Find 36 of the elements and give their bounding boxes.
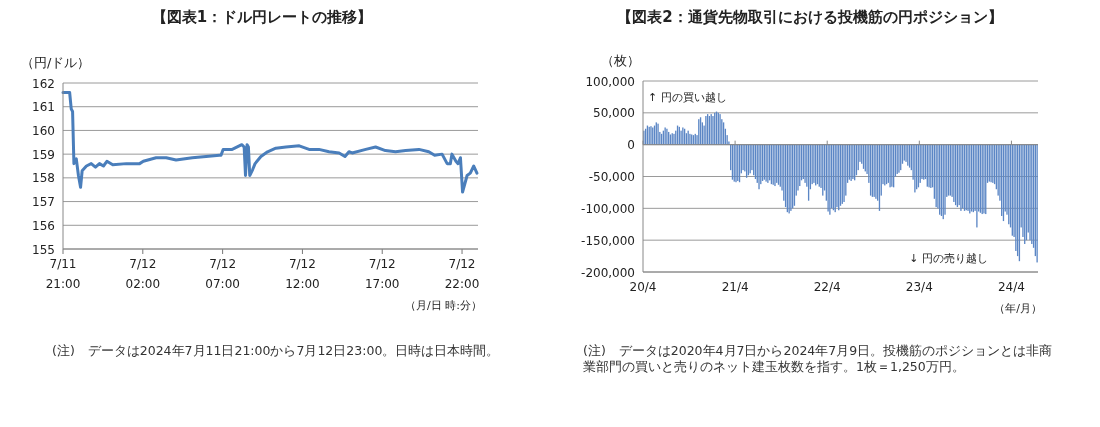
y-tick-label: 0 [627, 138, 635, 153]
y-tick-label: 157 [32, 195, 55, 210]
chart-title: 【図表2：通貨先物取引における投機筋の円ポジション】 [617, 8, 1003, 26]
x-tick-label: 7/12 07:00 [205, 257, 240, 291]
x-tick-label: 7/12 17:00 [364, 257, 400, 291]
x-axis-title: （年/月） [994, 302, 1042, 315]
annotation: ↓ 円の売り越し [909, 252, 988, 265]
x-tick-label: 7/12 22:00 [444, 257, 480, 291]
y-axis-title: （枚） [601, 53, 640, 68]
y-tick-label: 161 [32, 100, 55, 115]
x-tick-label: 20/4 [629, 280, 657, 294]
y-tick-label: -100,000 [581, 201, 635, 216]
x-axis-title: （月/日 時:分） [405, 299, 482, 312]
y-tick-label: 159 [32, 147, 55, 162]
x-tick-label: 7/12 12:00 [285, 257, 320, 291]
text: (注) データは2020年4月7日から2024年7月9日。投機筋のポジションとは非商業部門の買いと売りのネット建玉枚数を指す。1枚＝1,250万円。 [583, 343, 1053, 375]
x-tick-label: 23/4 [905, 280, 933, 294]
y-tick-label: 158 [32, 171, 55, 186]
y-tick-label: -150,000 [581, 233, 635, 248]
y-tick-label: 155 [32, 242, 55, 257]
y-axis-title: （円/ドル） [21, 55, 91, 70]
y-tick-label: 160 [32, 123, 55, 138]
x-tick-label: 7/12 02:00 [125, 257, 161, 291]
x-tick-label: 24/4 [997, 280, 1025, 294]
y-tick-label: 156 [32, 218, 55, 233]
chart-title: 【図表1：ドル円レートの推移】 [151, 8, 373, 26]
y-tick-label: -50,000 [588, 170, 635, 184]
x-tick-label: 7/11 21:00 [45, 257, 81, 291]
text: (注) データは2024年7月11日21:00から7月12日23:00。日時は日本時間。 [52, 343, 501, 359]
x-tick-label: 21/4 [721, 280, 749, 294]
y-tick-label: 50,000 [593, 106, 635, 121]
annotation: ↑ 円の買い越し [648, 91, 727, 104]
y-tick-label: 100,000 [585, 74, 635, 89]
y-tick-label: 162 [32, 76, 55, 91]
y-tick-label: -200,000 [581, 265, 635, 280]
x-tick-label: 22/4 [813, 280, 841, 294]
